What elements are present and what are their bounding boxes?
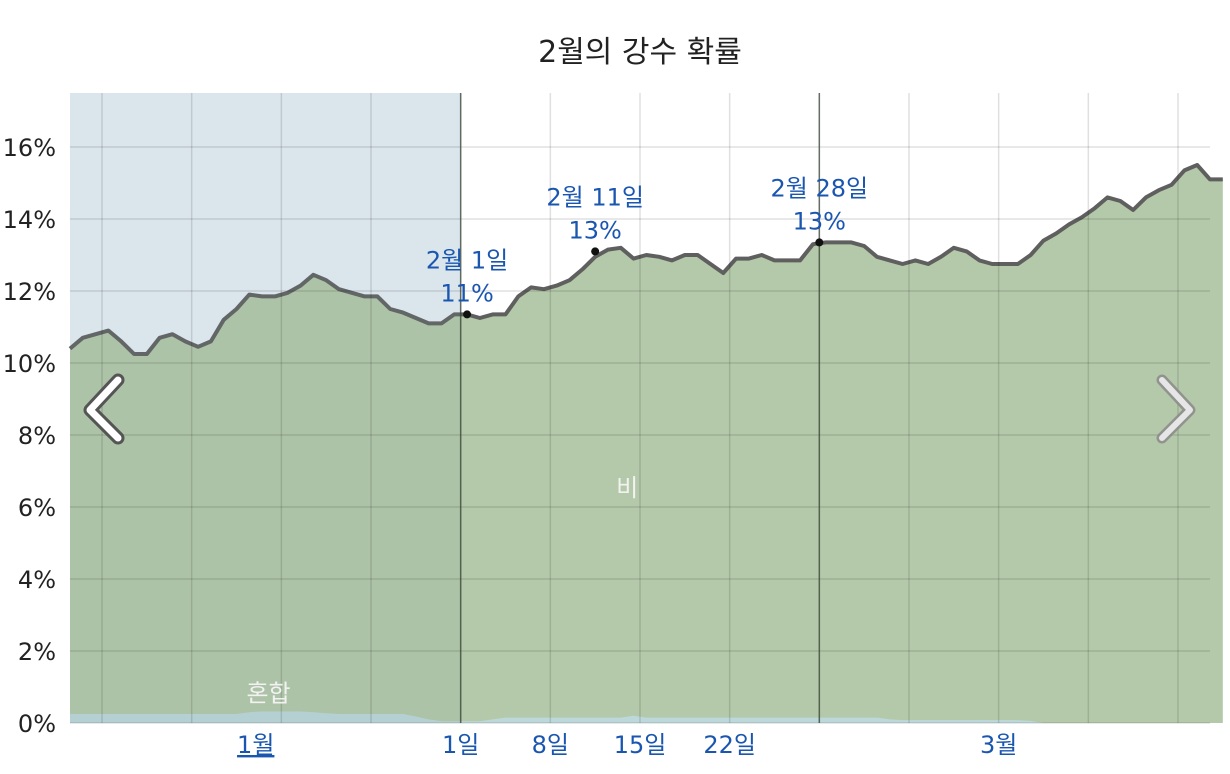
series-label: 비 [616, 474, 638, 502]
area-rain [70, 165, 1223, 723]
x-tick-label[interactable]: 1월 [237, 731, 274, 759]
y-tick-label: 2% [18, 638, 56, 666]
y-tick-label: 8% [18, 422, 56, 450]
annotation-value-label: 13% [793, 207, 846, 235]
y-tick-label: 10% [3, 350, 56, 378]
prev-button[interactable] [83, 373, 125, 445]
x-tick-label: 1일 [442, 731, 479, 759]
annotation-point [815, 238, 824, 247]
x-tick-label: 3월 [980, 731, 1017, 759]
series-label: 혼합 [246, 679, 290, 707]
y-axis-ticks: 0% 2% 4% 6% 8% 10% 12% 14% 16% [3, 134, 56, 738]
prior-month-shade [70, 93, 461, 723]
annotation-date-label: 2월 1일 [426, 246, 508, 274]
chevron-right-icon-inner [1159, 377, 1193, 441]
grid-group [70, 93, 1210, 724]
area-mixed [70, 711, 1223, 723]
chart-title: 2월의 강수 확률 [538, 35, 742, 70]
annotation-date-label: 2월 28일 [771, 174, 869, 202]
next-button[interactable] [1156, 374, 1196, 444]
x-axis-ticks: 1월 1일 8일 15일 22일 3월 [237, 731, 1017, 759]
annotation-date-label: 2월 11일 [546, 183, 644, 211]
x-tick-label: 15일 [614, 731, 667, 759]
annotation-point [591, 247, 600, 256]
annotation-value-label: 11% [440, 279, 493, 307]
annotation-value-label: 13% [568, 216, 621, 244]
area-group [68, 93, 1223, 723]
y-tick-label: 16% [3, 134, 56, 162]
series-labels: 비혼합 [246, 474, 638, 707]
chevron-left-icon-inner [86, 376, 122, 442]
rain-probability-line [68, 163, 1223, 356]
y-tick-label: 4% [18, 566, 56, 594]
y-tick-label: 12% [3, 278, 56, 306]
y-tick-label: 0% [18, 710, 56, 738]
y-tick-label: 6% [18, 494, 56, 522]
annotations-group: 2월 1일 11% 2월 11일 13% 2월 28일 13% [426, 174, 869, 319]
annotation-point [463, 310, 472, 319]
x-tick-label: 8일 [532, 731, 569, 759]
x-tick-label: 22일 [703, 731, 756, 759]
y-tick-label: 14% [3, 206, 56, 234]
